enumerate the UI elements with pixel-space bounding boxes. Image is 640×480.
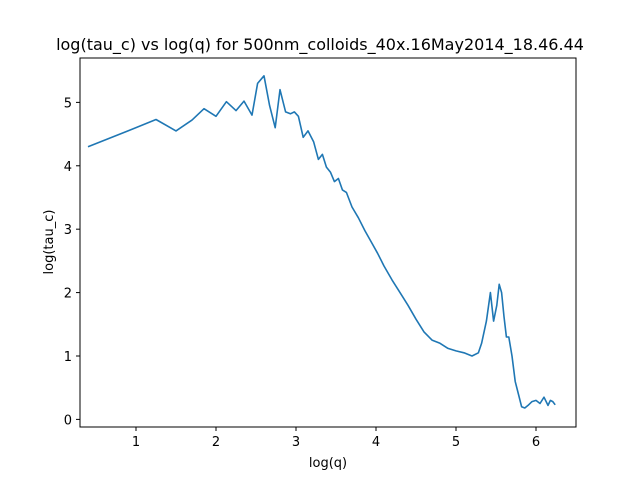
x-tick-label: 6: [532, 435, 540, 450]
y-tick-label: 0: [64, 413, 72, 428]
x-tick-label: 1: [132, 435, 140, 450]
x-tick-label: 2: [212, 435, 220, 450]
y-tick-label: 2: [64, 287, 72, 302]
chart-title: log(tau_c) vs log(q) for 500nm_colloids_…: [56, 35, 584, 55]
x-tick-label: 5: [452, 435, 460, 450]
axes-frame: [79, 57, 577, 428]
y-axis: 0 1 2 3 4 5: [64, 96, 80, 428]
y-tick-label: 4: [64, 160, 72, 175]
series-line: [87, 75, 556, 409]
y-axis-label: log(tau_c): [42, 210, 57, 275]
y-tick-label: 5: [64, 96, 72, 111]
x-tick-label: 4: [372, 435, 380, 450]
plot-area: [87, 75, 556, 409]
y-tick-label: 1: [64, 350, 72, 365]
x-tick-label: 3: [292, 435, 300, 450]
y-tick-label: 3: [64, 223, 72, 238]
x-axis-label: log(q): [309, 456, 347, 471]
x-axis: 1 2 3 4 5 6: [132, 427, 540, 450]
